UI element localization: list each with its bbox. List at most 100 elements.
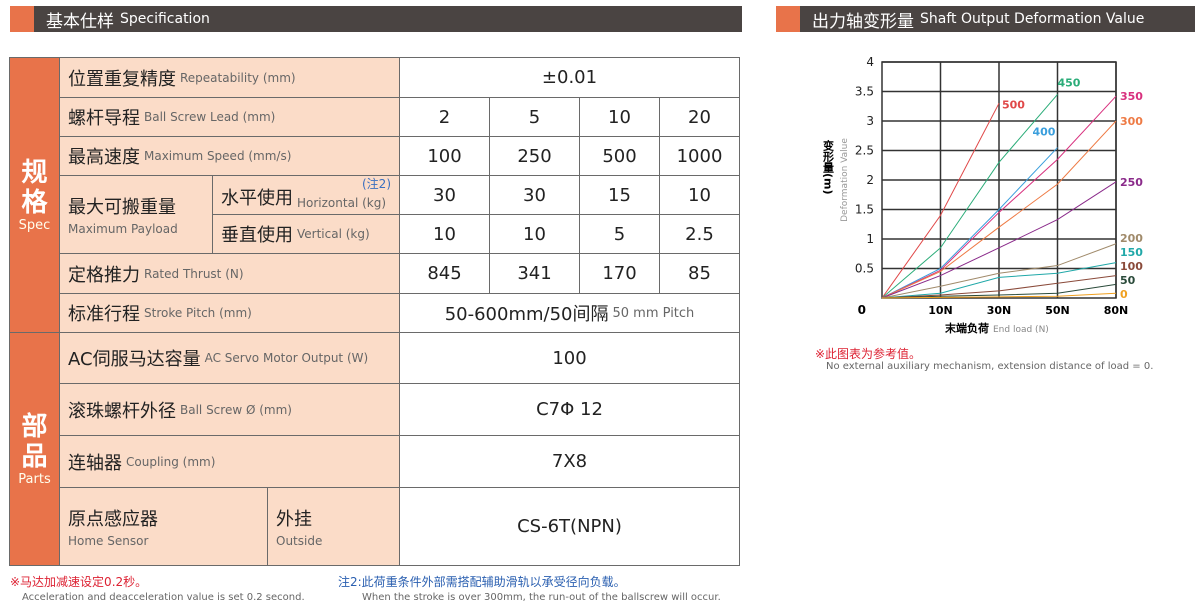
- row-horizontal: 水平使用 Horizontal (kg) (注2): [212, 175, 400, 215]
- stroke-value-en: 50 mm Pitch: [612, 305, 695, 321]
- series-line-400: [881, 147, 1058, 299]
- group-parts-cn: 部品: [21, 411, 48, 472]
- row-ballscrew-en: Ball Screw Ø (mm): [180, 402, 292, 417]
- vertical-value-0: 10: [399, 214, 490, 254]
- spec-title-cn: 基本仕样: [46, 11, 114, 32]
- group-spec-en: Spec: [18, 217, 51, 233]
- series-label-500: 500: [1002, 98, 1025, 111]
- y-axis-label-en: Deformation Value: [840, 138, 850, 222]
- row-horizontal-en: Horizontal (kg): [297, 196, 387, 210]
- chart-note: ※此图表为参考值。: [815, 347, 922, 361]
- sensor-outside-cn: 外挂: [276, 509, 312, 530]
- row-payload: 最大可搬重量 Maximum Payload: [59, 175, 213, 254]
- vertical-value-3: 2.5: [659, 214, 740, 254]
- sensor-outside-en: Outside: [276, 534, 323, 548]
- row-lead-cn: 螺杆导程: [68, 108, 140, 129]
- row-repeatability-cn: 位置重复精度: [68, 68, 176, 90]
- chart-title-cn: 出力轴变形量: [812, 11, 914, 32]
- row-vertical: 垂直使用 Vertical (kg): [212, 214, 400, 254]
- row-payload-en: Maximum Payload: [68, 222, 178, 236]
- x-axis-label-cn: 末端负荷: [944, 321, 989, 335]
- row-stroke-cn: 标准行程: [68, 304, 140, 325]
- ballscrew-value: C7Φ 12: [399, 383, 740, 436]
- row-speed-cn: 最高速度: [68, 147, 140, 168]
- row-coupling-en: Coupling (mm): [126, 454, 216, 469]
- series-line-350: [881, 95, 1117, 299]
- thrust-value-2: 170: [579, 253, 660, 294]
- origin-label: 0: [858, 303, 866, 317]
- vertical-value-1: 10: [489, 214, 580, 254]
- row-repeatability: 位置重复精度 Repeatability (mm): [59, 57, 400, 98]
- footnote-1: ※马达加减速设定0.2秒。: [10, 575, 148, 589]
- vertical-value-2: 5: [579, 214, 660, 254]
- horizontal-value-1: 30: [489, 175, 580, 215]
- row-vertical-en: Vertical (kg): [297, 227, 370, 241]
- series-line-250: [881, 181, 1117, 299]
- series-label-350: 350: [1120, 90, 1143, 103]
- repeatability-value: ±0.01: [399, 57, 740, 98]
- stroke-value-cn: 50-600mm/50间隔: [444, 304, 609, 325]
- thrust-value-3: 85: [659, 253, 740, 294]
- series-line-0: [881, 292, 1117, 299]
- row-coupling-cn: 连轴器: [68, 452, 122, 474]
- row-speed: 最高速度 Maximum Speed (mm/s): [59, 136, 400, 176]
- footnote-2-en: When the stroke is over 300mm, the run-o…: [362, 592, 721, 603]
- row-thrust-cn: 定格推力: [68, 264, 140, 286]
- x-tick-label: 30N: [987, 304, 1012, 317]
- horizontal-value-3: 10: [659, 175, 740, 215]
- y-tick-label: 3.5: [855, 85, 874, 99]
- series-label-150: 150: [1120, 246, 1143, 259]
- series-line-50: [881, 283, 1117, 299]
- header-accent: [10, 6, 34, 32]
- lead-value-1: 5: [489, 97, 580, 137]
- x-tick-label: 80N: [1104, 304, 1129, 317]
- series-label-0: 0: [1120, 288, 1128, 301]
- lead-value-2: 10: [579, 97, 660, 137]
- group-spec: 规格 Spec: [9, 57, 60, 333]
- series-label-100: 100: [1120, 260, 1143, 273]
- series-label-450: 450: [1058, 76, 1081, 89]
- thrust-value-1: 341: [489, 253, 580, 294]
- chart-header-accent: [776, 6, 800, 32]
- series-label-300: 300: [1120, 115, 1143, 128]
- horizontal-value-2: 15: [579, 175, 660, 215]
- motor-value: 100: [399, 332, 740, 384]
- row-sensor-en: Home Sensor: [68, 534, 149, 548]
- row-thrust-en: Rated Thrust (N): [144, 266, 244, 281]
- row-sensor-cn: 原点感应器: [68, 509, 158, 530]
- row-sensor: 原点感应器 Home Sensor: [59, 487, 268, 566]
- lead-value-3: 20: [659, 97, 740, 137]
- series-line-500: [881, 103, 1000, 299]
- spec-header: 基本仕样 Specification: [34, 6, 742, 32]
- row-motor: AC伺服马达容量 AC Servo Motor Output (W): [59, 332, 400, 384]
- lead-value-0: 2: [399, 97, 490, 137]
- row-stroke: 标准行程 Stroke Pitch (mm): [59, 293, 400, 333]
- row-motor-cn: AC伺服马达容量: [68, 349, 201, 370]
- chart-title-en: Shaft Output Deformation Value: [920, 11, 1145, 27]
- series-line-300: [881, 120, 1117, 299]
- series-label-400: 400: [1033, 126, 1056, 139]
- speed-value-1: 250: [489, 136, 580, 176]
- y-tick-label: 2.5: [855, 144, 874, 158]
- row-payload-cn: 最大可搬重量: [68, 197, 176, 218]
- footnote-1-en: Acceleration and deacceleration value is…: [22, 592, 305, 603]
- y-tick-label: 3: [866, 114, 874, 128]
- thrust-value-0: 845: [399, 253, 490, 294]
- row-lead-en: Ball Screw Lead (mm): [144, 110, 276, 124]
- note-2-marker: (注2): [362, 177, 391, 191]
- coupling-value: 7X8: [399, 435, 740, 488]
- row-repeatability-en: Repeatability (mm): [180, 70, 296, 85]
- sensor-value: CS-6T(NPN): [399, 487, 740, 566]
- series-label-200: 200: [1120, 232, 1143, 245]
- spec-title-en: Specification: [120, 11, 210, 27]
- x-axis-label-en: End load (N): [993, 325, 1049, 335]
- group-parts: 部品 Parts: [9, 332, 60, 566]
- row-vertical-cn: 垂直使用: [221, 225, 293, 246]
- speed-value-2: 500: [579, 136, 660, 176]
- speed-value-3: 1000: [659, 136, 740, 176]
- horizontal-value-0: 30: [399, 175, 490, 215]
- y-tick-label: 1: [866, 232, 874, 246]
- row-ballscrew-cn: 滚珠螺杆外径: [68, 400, 176, 422]
- chart-note-en: No external auxiliary mechanism, extensi…: [826, 361, 1154, 372]
- series-line-150: [881, 262, 1117, 299]
